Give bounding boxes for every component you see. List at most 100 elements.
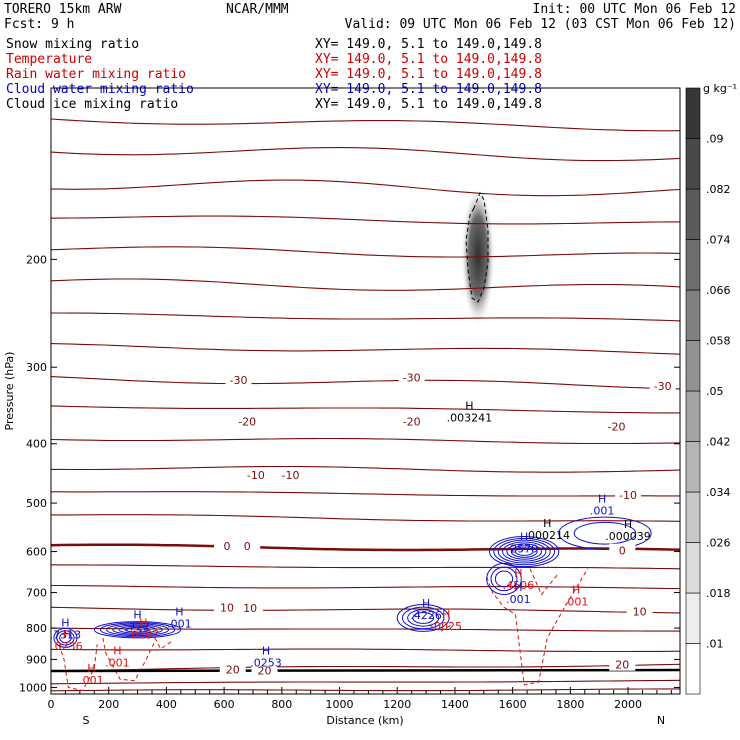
isotherm [51,405,680,414]
colorbar-cell [685,188,701,240]
x-tick-label: 600 [214,698,235,711]
cloud-water-contour [396,603,450,632]
isotherm [51,679,680,685]
isotherm [51,343,680,355]
extremum-marker: H [61,616,69,629]
cloud-water-contour [124,626,151,633]
isotherm [51,118,680,132]
center-title: NCAR/MMM [226,2,289,17]
cloud-water-contour [490,566,518,592]
extremum-value: .4506 [503,579,535,592]
field-legend: Snow mixing ratio XY= 149.0, 5.1 to 149.0… [6,37,542,112]
isotherm-label-bg [234,539,261,553]
cloud-water-contour [493,537,555,566]
extremum-value: 2579 [510,543,538,556]
extremum-value: .000214 [525,529,571,542]
rain-contour [56,637,98,692]
y-tick-label: 300 [26,361,47,374]
colorbar-cell [685,592,701,644]
x-tick-label: 1600 [499,698,527,711]
colorbar-unit: g kg⁻¹ [703,82,737,95]
field-name: Cloud water mixing ratio [6,82,194,97]
field-name: Rain water mixing ratio [6,67,186,82]
x-tick-label: 0 [48,698,55,711]
temperature-contours [51,118,680,692]
isotherm-label-bg [398,370,425,384]
isotherm-label-bg [219,662,246,676]
rain-contours [56,568,589,692]
colorbar-label: .042 [706,436,731,449]
x-tick-label: 1400 [441,698,469,711]
colorbar-label: .034 [706,486,731,499]
extremum-value: .003241 [447,411,493,424]
north-label: N [657,714,665,727]
extremum-marker: H [422,597,430,610]
isotherm-label: 0 [224,540,231,553]
cloud-water-contour [506,543,543,560]
x-tick-label: 1200 [383,698,411,711]
rain-contour [154,637,173,650]
extremum-value: .000039 [605,530,651,543]
field-name: Temperature [6,52,92,67]
extremum-value: .001 [105,657,130,670]
y-tick-label: 200 [26,253,47,266]
extremum-marker: H [598,492,606,505]
isotherm-label: 0 [244,540,251,553]
isotherm-label-bg [649,379,676,393]
isotherm-label: -20 [238,416,256,429]
colorbar-cell [685,390,701,442]
extremum-marker: H [624,518,632,531]
colorbar-label: .026 [706,537,731,550]
cloud-water-contour [558,516,652,550]
isotherm-label-bg [277,468,304,482]
field-cross-section: XY= 149.0, 5.1 to 149.0,149.8 [315,97,542,112]
extremum-marker: H [262,644,270,657]
x-tick-label: 800 [271,698,292,711]
extremum-value: .0025 [431,620,463,633]
colorbar: .01 .018 .026 .034 .042 .05 .058 .066 .074 .082 .0… [685,87,731,695]
colorbar-label: .066 [706,284,731,297]
colorbar-cell [685,491,701,543]
rain-contour [102,637,156,682]
isotherm-label-bg [398,414,425,428]
field-cross-section: XY= 149.0, 5.1 to 149.0,149.8 [315,37,542,52]
rain-contour [529,568,560,596]
isotherm [51,514,680,522]
colorbar-label: .05 [706,385,724,398]
cloud-water-contour [486,562,522,595]
cloud-water-contour [510,545,538,558]
isotherm-label: -20 [403,416,421,429]
isotherm [51,491,680,497]
isotherm [51,465,680,473]
y-tick-label: 700 [26,587,47,600]
isotherm [51,543,680,552]
extremum-marker: H [63,628,71,641]
isotherm-label: 10 [220,601,234,614]
snow-contour [465,191,489,303]
y-tick-label: 400 [26,438,47,451]
isotherm [51,278,680,291]
cloud-water-contour [118,625,157,634]
x-tick-label: 200 [98,698,119,711]
isotherm-label: 20 [615,659,629,672]
isotherm [51,246,680,258]
cloud-water-contour [93,621,182,639]
colorbar-label: .058 [706,335,731,348]
cloud-water-contours [53,516,652,648]
extremum-marker: H [133,608,141,621]
isotherm [51,606,680,614]
isotherm-label-bg [214,600,241,614]
cloud-water-contour [59,632,72,644]
field-name: Cloud ice mixing ratio [6,97,178,112]
x-tick-label: 1800 [556,698,584,711]
field-cross-section: XY= 149.0, 5.1 to 149.0,149.8 [315,67,542,82]
cloud-water-contour [106,623,169,637]
isotherm-label: -10 [619,489,637,502]
plot-frame [50,87,681,695]
extremum-marker: H [175,606,183,619]
cloud-water-contour [53,627,78,648]
isotherm-label-bg [234,414,261,428]
extremum-value: .0236 [51,640,83,653]
